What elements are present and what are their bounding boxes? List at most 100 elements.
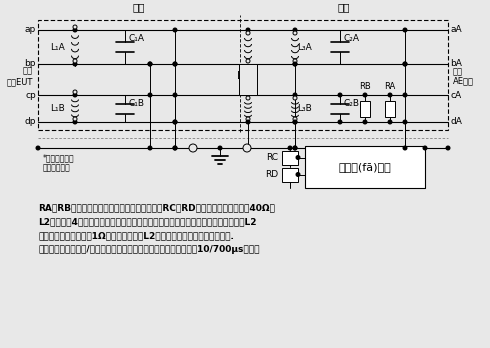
Circle shape — [403, 120, 407, 124]
Text: ap: ap — [25, 25, 36, 34]
Circle shape — [293, 62, 297, 66]
Circle shape — [403, 62, 407, 66]
Circle shape — [293, 96, 297, 100]
Text: RB: RB — [359, 82, 371, 91]
Circle shape — [246, 28, 250, 32]
Text: dp: dp — [24, 118, 36, 127]
Circle shape — [288, 146, 292, 150]
Text: aA: aA — [450, 25, 462, 34]
Circle shape — [246, 59, 250, 63]
Circle shape — [388, 120, 392, 124]
Circle shape — [293, 31, 297, 35]
Text: RC: RC — [266, 153, 278, 162]
Circle shape — [173, 62, 177, 66]
Circle shape — [246, 146, 250, 150]
Circle shape — [73, 90, 77, 94]
Circle shape — [403, 146, 407, 150]
Text: bA: bA — [450, 60, 462, 69]
Circle shape — [36, 146, 40, 150]
Text: cp: cp — [25, 90, 36, 100]
Circle shape — [173, 120, 177, 124]
Circle shape — [293, 28, 297, 32]
Bar — [305, 146, 425, 188]
Text: 去耦: 去耦 — [338, 2, 350, 12]
Circle shape — [148, 62, 152, 66]
Circle shape — [246, 120, 250, 124]
Circle shape — [293, 62, 297, 66]
Circle shape — [293, 59, 297, 63]
Circle shape — [73, 59, 77, 63]
Circle shape — [243, 144, 251, 152]
Bar — [282, 167, 298, 182]
Circle shape — [388, 93, 392, 97]
Circle shape — [173, 146, 177, 150]
Text: 被试: 被试 — [23, 66, 33, 76]
Text: L₁B: L₁B — [50, 104, 65, 113]
Text: L2是一个有4线圈的电流补偿扼流圈，用以避免在电器功率输送的过程中发生饱和，L2: L2是一个有4线圈的电流补偿扼流圈，用以避免在电器功率输送的过程中发生饱和，L2 — [38, 217, 256, 226]
Text: bp: bp — [24, 60, 36, 69]
Text: RD: RD — [265, 170, 278, 179]
Circle shape — [246, 96, 250, 100]
Circle shape — [189, 144, 197, 152]
Text: 浪涌發(fā)生器: 浪涌發(fā)生器 — [339, 162, 392, 172]
Circle shape — [148, 146, 152, 150]
Text: L₃A: L₃A — [297, 42, 312, 52]
Circle shape — [73, 25, 77, 29]
Circle shape — [293, 120, 297, 124]
Circle shape — [173, 93, 177, 97]
Text: 有低的电阵値（远小于1Ω），若将电阵与L2并行连接时，可以降低总电阵値.: 有低的电阵値（远小于1Ω），若将电阵与L2并行连接时，可以降低总电阵値. — [38, 231, 234, 240]
Bar — [38, 20, 448, 130]
Text: *圖中插頭的符
號代表連接點: *圖中插頭的符 號代表連接點 — [43, 153, 74, 172]
Text: 高速通信线路的耦合/去耦网络（由于电感饱和的原因，不推荐用于10/700μs试验）: 高速通信线路的耦合/去耦网络（由于电感饱和的原因，不推荐用于10/700μs试验… — [38, 245, 260, 254]
Circle shape — [423, 146, 427, 150]
Circle shape — [173, 120, 177, 124]
Circle shape — [363, 93, 367, 97]
Circle shape — [293, 93, 297, 97]
Text: L₂: L₂ — [237, 71, 246, 81]
Circle shape — [73, 62, 77, 66]
Circle shape — [246, 31, 250, 35]
Text: C₂A: C₂A — [343, 34, 359, 43]
Text: C₂B: C₂B — [343, 99, 359, 108]
Circle shape — [73, 120, 77, 124]
Circle shape — [293, 120, 297, 124]
Circle shape — [403, 62, 407, 66]
Text: dA: dA — [450, 118, 462, 127]
Text: AE设备: AE设备 — [453, 77, 474, 86]
Bar — [385, 101, 395, 117]
Circle shape — [293, 146, 297, 150]
Circle shape — [148, 62, 152, 66]
Circle shape — [446, 146, 450, 150]
Text: RA: RA — [384, 82, 395, 91]
Circle shape — [403, 93, 407, 97]
Text: 设备EUT: 设备EUT — [7, 78, 33, 87]
Bar — [282, 150, 298, 165]
Text: L₃B: L₃B — [297, 104, 312, 113]
Bar — [360, 101, 370, 117]
Circle shape — [363, 120, 367, 124]
Circle shape — [246, 117, 250, 121]
Circle shape — [296, 156, 300, 159]
Circle shape — [173, 62, 177, 66]
Circle shape — [148, 93, 152, 97]
Text: C₁B: C₁B — [128, 99, 144, 108]
Text: RA和RB的値要盅量低，用于抑制振荚及振麓；RC和RD作为隔離电阵，阻値为40Ω；: RA和RB的値要盅量低，用于抑制振荚及振麓；RC和RD作为隔離电阵，阻値为40Ω… — [38, 203, 275, 212]
Text: L₁A: L₁A — [50, 42, 65, 52]
Bar — [239, 64, 257, 95]
Text: cA: cA — [450, 90, 461, 100]
Circle shape — [218, 146, 222, 150]
Circle shape — [73, 117, 77, 121]
Circle shape — [403, 28, 407, 32]
Circle shape — [73, 28, 77, 32]
Circle shape — [338, 120, 342, 124]
Circle shape — [338, 93, 342, 97]
Circle shape — [173, 28, 177, 32]
Text: C₁A: C₁A — [128, 34, 144, 43]
Text: 辅助: 辅助 — [453, 68, 463, 77]
Circle shape — [173, 146, 177, 150]
Circle shape — [293, 117, 297, 121]
Text: 耦合: 耦合 — [133, 2, 145, 12]
Circle shape — [73, 93, 77, 97]
Circle shape — [296, 173, 300, 176]
Circle shape — [293, 146, 297, 150]
